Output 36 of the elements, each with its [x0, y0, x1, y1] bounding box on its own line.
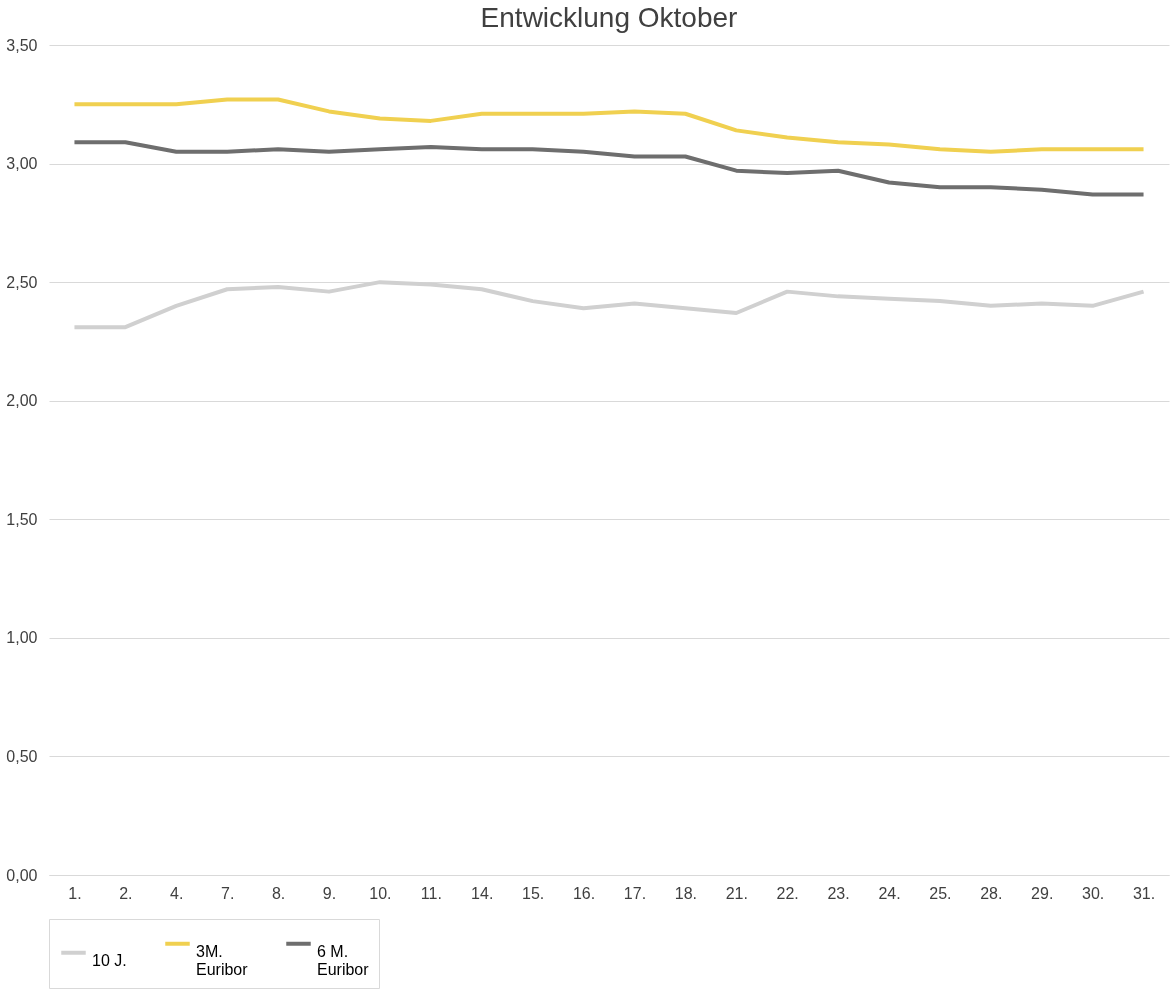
line-series: [72, 140, 1146, 197]
x-tick-label: 2.: [119, 884, 133, 902]
y-tick-label: 0,50: [6, 747, 38, 765]
legend-label: 10 J.: [92, 951, 127, 969]
x-tick-label: 24.: [878, 884, 901, 902]
x-tick-label: 11.: [420, 884, 442, 902]
x-tick-label: 28.: [980, 884, 1003, 902]
x-tick-label: 22.: [776, 884, 799, 902]
x-tick-label: 17.: [623, 884, 647, 902]
y-tick-label: 1,00: [6, 629, 38, 647]
x-tick-label: 21.: [725, 884, 748, 902]
y-tick-label: 2,50: [6, 273, 38, 291]
x-tick-label: 14.: [471, 884, 494, 902]
x-tick-label: 23.: [827, 884, 850, 902]
x-tick-label: 4.: [170, 884, 184, 902]
x-tick-label: 30.: [1082, 884, 1105, 902]
x-tick-label: 9.: [322, 884, 337, 902]
x-tick-label: 16.: [572, 884, 596, 902]
legend-label: 6 M. Euribor: [317, 942, 370, 978]
x-tick-label: 15.: [522, 884, 545, 902]
y-tick-label: 1,50: [6, 510, 38, 528]
legend-label: 3M. Euribor: [196, 942, 249, 978]
x-tick-label: 29.: [1031, 884, 1054, 902]
x-tick-label: 7.: [221, 884, 235, 902]
y-tick-label: 3,50: [6, 36, 38, 54]
x-tick-label: 8.: [271, 884, 286, 902]
y-tick-label: 0,00: [6, 866, 38, 884]
chart-title: Entwicklung Oktober: [480, 2, 738, 33]
line-series: [72, 97, 1146, 154]
x-tick-label: 25.: [929, 884, 952, 902]
x-tick-label: 1.: [68, 884, 82, 902]
x-tick-label: 18.: [674, 884, 697, 902]
x-tick-label: 31.: [1132, 884, 1156, 902]
y-tick-label: 2,00: [6, 392, 38, 410]
y-tick-label: 3,00: [6, 155, 38, 173]
x-tick-label: 10.: [369, 884, 392, 902]
